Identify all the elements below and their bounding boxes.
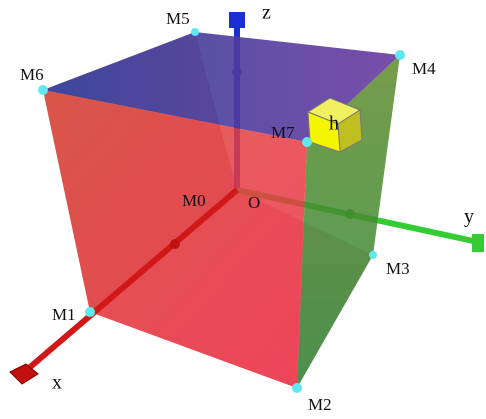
vertex-dot: [302, 137, 312, 147]
marker-front: [307, 111, 341, 153]
vertex-label: M0: [182, 191, 206, 210]
vertex-dot: [292, 383, 302, 393]
y-axis-end: [472, 234, 484, 252]
vertex-dot: [38, 85, 48, 95]
cube: [9, 12, 484, 393]
x-axis-end: [9, 363, 39, 385]
vertex-label: M2: [308, 395, 332, 414]
vertex-label: M7: [271, 123, 295, 142]
vertex-label: M5: [166, 9, 190, 28]
vertex-dot: [395, 50, 405, 60]
axis-label: x: [52, 372, 62, 394]
vertex-dot: [191, 28, 199, 36]
origin-label: O: [248, 193, 260, 212]
x-axis-knob: [170, 239, 180, 249]
vertex-label: M4: [412, 59, 436, 78]
marker-label: h: [329, 113, 339, 135]
z-axis-end: [229, 12, 245, 28]
axis-label: z: [262, 2, 271, 24]
axis-label: y: [464, 206, 474, 228]
vertex-label: M3: [386, 259, 410, 278]
vertex-dots: [38, 28, 405, 393]
vertex-label: M6: [20, 65, 44, 84]
vertex-dot: [85, 307, 95, 317]
vertex-dot: [369, 251, 377, 259]
vertex-label: M1: [52, 305, 76, 324]
x-axis: [20, 187, 239, 377]
